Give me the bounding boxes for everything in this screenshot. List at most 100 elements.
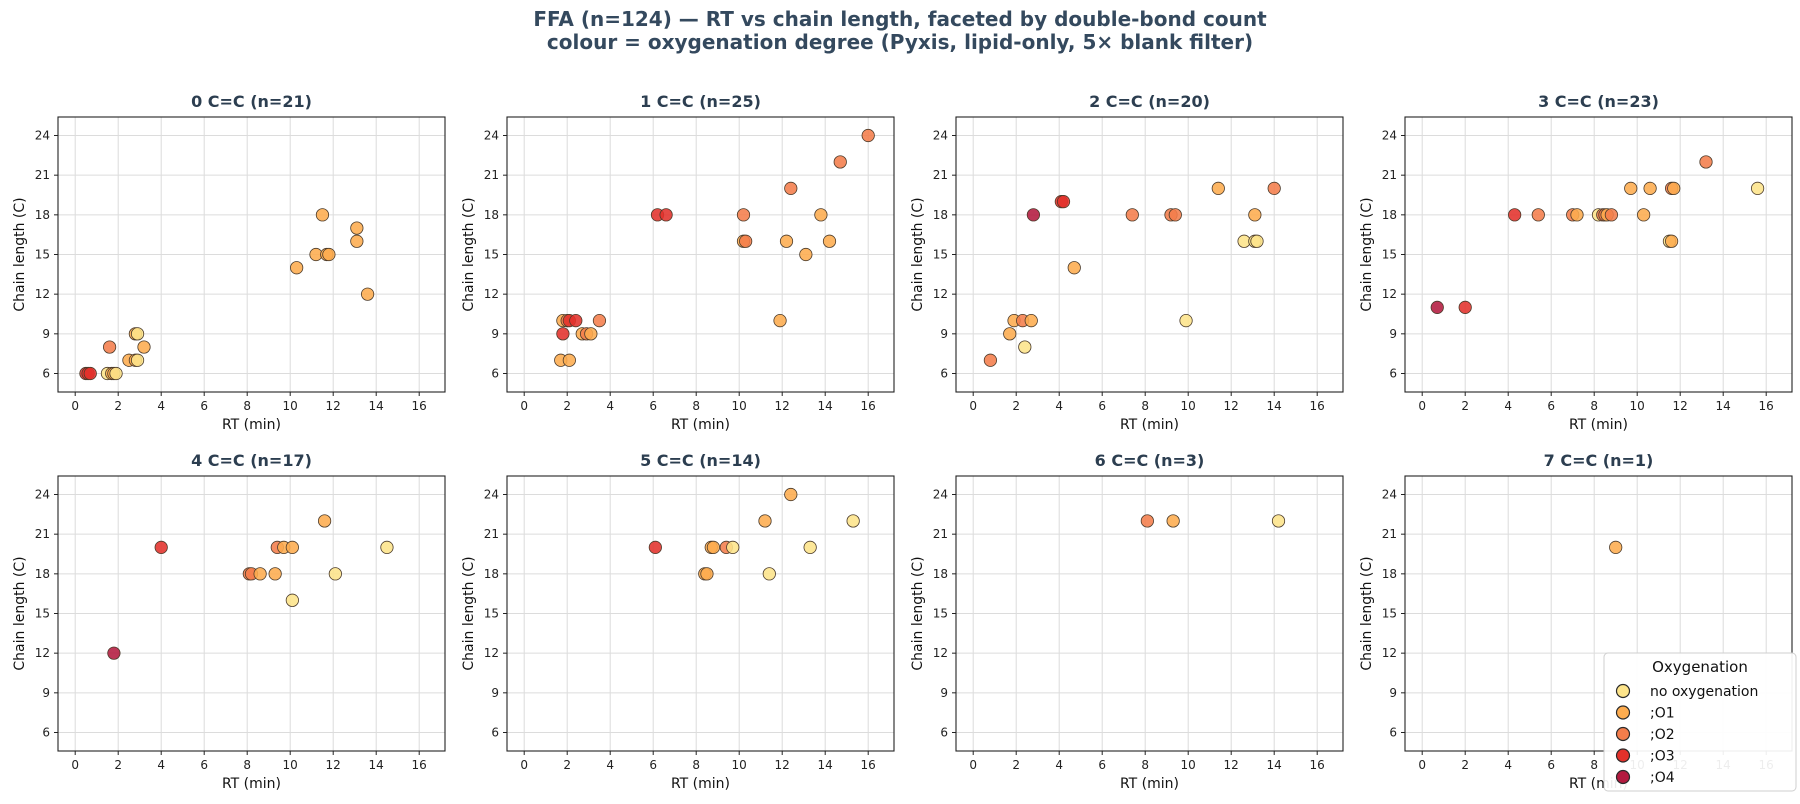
panel-1: 1 C=C (n=25)0 2 4 6 8 10 12 14 16691215182124RT …: [461, 92, 895, 433]
y-tick-label: 15: [1382, 607, 1397, 621]
y-axis-label: Chain length (C): [12, 197, 28, 311]
data-point: [758, 514, 772, 528]
data-point: [762, 567, 776, 581]
x-tick-label: 10: [1181, 758, 1196, 772]
data-point: [1125, 208, 1139, 222]
x-axis-label: RT (min): [222, 776, 281, 792]
data-point: [779, 234, 794, 248]
x-tick-label: 12: [1673, 399, 1688, 413]
data-point: [803, 540, 817, 554]
y-tick-label: 18: [484, 208, 499, 222]
x-tick-label: 8: [1141, 758, 1149, 772]
data-point: [322, 247, 336, 262]
y-tick-label: 18: [933, 567, 948, 581]
x-axis-label: RT (min): [1120, 776, 1179, 792]
panel-2: 2 C=C (n=20)0 2 4 6 8 10 12 14 16691215182124RT …: [910, 92, 1344, 433]
x-axis-label: RT (min): [1120, 417, 1179, 433]
panel-frame: [1404, 475, 1793, 752]
y-tick-label: 15: [35, 607, 50, 621]
data-point: [584, 327, 598, 341]
panel-frame: [1404, 116, 1793, 393]
panel-title: 1 C=C (n=25): [640, 92, 761, 111]
data-point: [380, 540, 394, 554]
x-tick-label: 0: [969, 399, 977, 413]
legend-label: ;O1: [1650, 706, 1675, 722]
y-tick-label: 9: [491, 327, 499, 341]
panel-frame: [57, 116, 446, 393]
x-tick-label: 2: [114, 399, 122, 413]
y-tick-label: 12: [484, 287, 499, 301]
x-tick-label: 10: [732, 399, 747, 413]
data-point: [137, 340, 151, 354]
x-tick-label: 16: [1310, 399, 1325, 413]
x-tick-label: 10: [732, 758, 747, 772]
data-point: [1250, 234, 1264, 248]
x-tick-label: 16: [861, 758, 876, 772]
y-tick-label: 6: [1389, 725, 1397, 739]
x-tick-label: 14: [818, 399, 833, 413]
y-tick-label: 6: [42, 725, 50, 739]
x-tick-label: 8: [1141, 399, 1149, 413]
x-axis-label: RT (min): [671, 417, 730, 433]
y-tick-label: 6: [940, 725, 948, 739]
x-tick-label: 16: [412, 399, 427, 413]
y-tick-label: 9: [491, 686, 499, 700]
data-point: [1140, 514, 1154, 528]
x-tick-label: 2: [114, 758, 122, 772]
y-tick-label: 18: [35, 208, 50, 222]
data-point: [1609, 540, 1623, 554]
data-point: [1430, 300, 1444, 314]
data-point: [983, 353, 998, 367]
data-point: [1067, 261, 1081, 275]
data-point: [268, 567, 282, 581]
figure-title-line-1: FFA (n=124) — RT vs chain length, facete…: [533, 7, 1267, 31]
panel-frame: [506, 475, 895, 752]
legend-label: no oxygenation: [1650, 684, 1758, 700]
data-point: [285, 593, 299, 607]
data-point: [569, 314, 583, 328]
y-tick-label: 21: [1382, 168, 1397, 182]
x-tick-label: 4: [1055, 758, 1063, 772]
data-point: [1458, 300, 1472, 314]
legend-label: ;O3: [1650, 749, 1675, 765]
x-axis-label: RT (min): [1569, 417, 1628, 433]
x-tick-label: 16: [1759, 399, 1774, 413]
data-point: [726, 540, 740, 554]
y-tick-label: 9: [42, 327, 50, 341]
y-tick-label: 18: [484, 567, 499, 581]
y-axis-label: Chain length (C): [1359, 556, 1375, 670]
data-point: [1166, 514, 1180, 528]
data-point: [83, 366, 97, 381]
x-tick-label: 4: [606, 758, 614, 772]
y-tick-label: 12: [35, 646, 50, 660]
data-point: [315, 208, 330, 222]
y-tick-label: 21: [484, 168, 499, 182]
data-point: [1751, 181, 1765, 195]
panel-title: 5 C=C (n=14): [640, 451, 761, 470]
data-point: [1003, 327, 1017, 341]
figure-title-line-2: colour = oxygenation degree (Pyxis, lipi…: [547, 30, 1253, 54]
y-axis-label: Chain length (C): [12, 556, 28, 670]
x-tick-label: 8: [1590, 399, 1598, 413]
x-tick-label: 12: [1224, 758, 1239, 772]
y-tick-label: 12: [933, 646, 948, 660]
x-tick-label: 10: [283, 399, 298, 413]
data-point: [1637, 208, 1651, 222]
data-point: [253, 567, 267, 581]
legend: Oxygenation no oxygenation ;O1 ;O2 ;O3 ;O4: [1603, 652, 1797, 792]
data-point: [1667, 181, 1681, 195]
x-tick-label: 8: [1590, 758, 1598, 772]
data-point: [1271, 514, 1286, 528]
y-axis-label: Chain length (C): [910, 197, 926, 311]
data-point: [1024, 314, 1038, 328]
y-tick-label: 6: [940, 366, 948, 380]
y-tick-label: 24: [35, 488, 50, 502]
x-tick-label: 2: [1461, 399, 1469, 413]
data-point: [1699, 155, 1713, 169]
data-point: [1665, 234, 1679, 248]
x-tick-label: 4: [1055, 399, 1063, 413]
x-tick-label: 0: [71, 399, 79, 413]
y-tick-label: 24: [1382, 129, 1397, 143]
data-point: [1168, 208, 1182, 222]
